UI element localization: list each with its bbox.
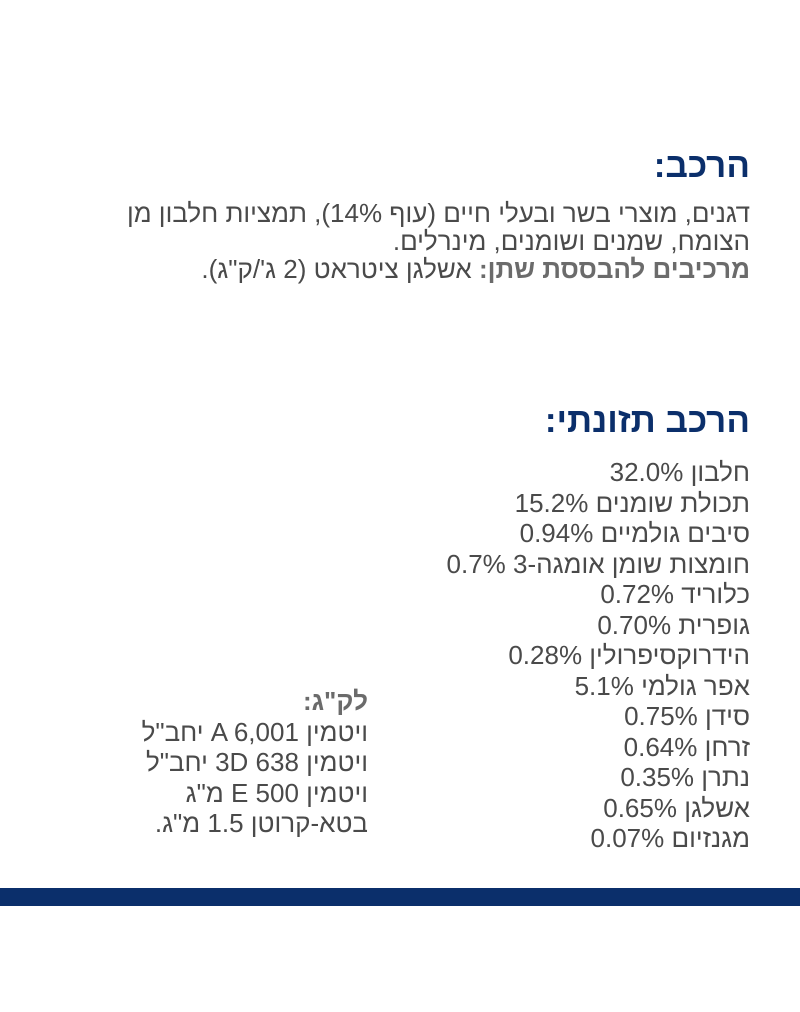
- list-item: חומצות שומן אומגה-3 0.7%: [446, 548, 750, 579]
- list-item: אשלגן 0.65%: [603, 792, 750, 823]
- nutrition-heading: הרכב תזונתי:: [544, 401, 750, 440]
- list-item: סידן 0.75%: [624, 701, 750, 731]
- list-item: ויטמין E 500 מ"ג: [185, 777, 368, 808]
- list-item: סיבים גולמיים 0.94%: [519, 518, 750, 548]
- list-item: הידרוקסיפרולין 0.28%: [508, 640, 750, 670]
- additives-label: מרכיבים להבססת שתן:: [478, 254, 750, 284]
- list-item: כלוריד 0.72%: [600, 579, 750, 609]
- list-item: חלבון 32.0%: [609, 457, 750, 487]
- composition-line-1: דגנים, מוצרי בשר ובעלי חיים (עוף 14%), ת…: [126, 198, 750, 228]
- per-kg-block: לק"ג: ויטמין A 6,001 יחב"ל ויטמין 3D 638…: [118, 686, 368, 839]
- per-kg-label: לק"ג:: [302, 686, 368, 716]
- nutrient-list: חלבון 32.0% תכולת שומנים 15.2% סיבים גול…: [447, 457, 750, 854]
- list-item: זרחן 0.64%: [623, 731, 750, 762]
- composition-line-2: הצומח, שמנים ושומנים, מינרלים.: [392, 226, 750, 256]
- composition-text: דגנים, מוצרי בשר ובעלי חיים (עוף 14%), ת…: [60, 199, 750, 283]
- list-item: גופרית 0.70%: [597, 609, 750, 640]
- list-item: אפר גולמי 5.1%: [574, 670, 750, 701]
- list-item: בטא-קרוטן 1.5 מ"ג.: [154, 808, 368, 838]
- composition-heading: הרכב:: [653, 146, 750, 185]
- list-item: מגנזיום 0.07%: [590, 823, 750, 853]
- additives-line: מרכיבים להבססת שתן: אשלגן ציטראט (2 ג'/ק…: [60, 255, 750, 283]
- footer-bar: [0, 888, 800, 906]
- list-item: תכולת שומנים 15.2%: [514, 487, 750, 518]
- list-item: ויטמין 3D 638 יחב"ל: [145, 747, 368, 777]
- list-item: נתרן 0.35%: [620, 762, 750, 792]
- list-item: ויטמין A 6,001 יחב"ל: [141, 716, 368, 747]
- vitamin-list: ויטמין A 6,001 יחב"ל ויטמין 3D 638 יחב"ל…: [118, 717, 368, 839]
- additives-text: אשלגן ציטראט (2 ג'/ק"ג).: [201, 254, 479, 284]
